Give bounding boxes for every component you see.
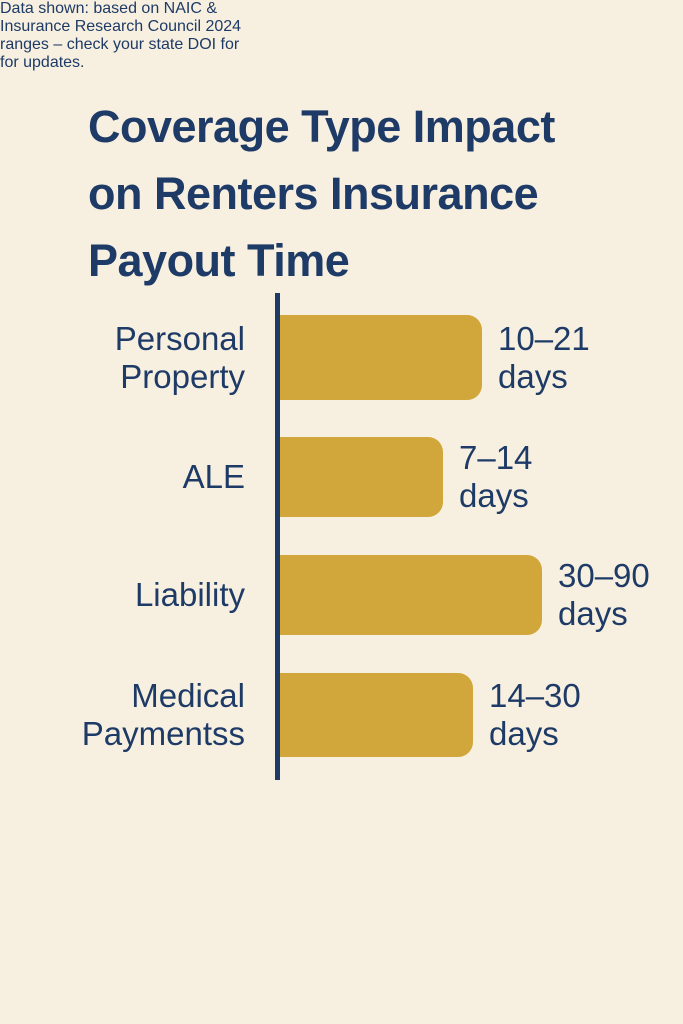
chart-row-ale: ALE 7–14 days (0, 437, 683, 517)
horizontal-bar-chart: Personal Property 10–21 days ALE 7–14 da… (0, 293, 683, 780)
bar-ale (280, 437, 443, 517)
value-label-ale: 7–14 days (459, 439, 533, 514)
chart-row-personal-property: Personal Property 10–21 days (0, 315, 683, 400)
chart-title: Coverage Type Impact on Renters Insuranc… (88, 93, 555, 294)
value-label-medical-payments: 14–30 days (489, 677, 581, 752)
chart-title-line-1: Coverage Type Impact (88, 101, 555, 153)
chart-row-medical-payments: Medical Paymentss 14–30 days (0, 673, 683, 757)
value-label-liability: 30–90 days (558, 557, 650, 632)
chart-row-liability: Liability 30–90 days (0, 555, 683, 635)
chart-title-line-3: Payout Time (88, 235, 350, 287)
chart-title-line-2: on Renters Insurance (88, 168, 539, 220)
category-label-medical-payments: Medical Paymentss (81, 677, 245, 752)
category-label-liability: Liability (134, 576, 245, 613)
y-axis-line (275, 293, 280, 780)
bar-personal-property (280, 315, 482, 400)
category-label-ale: ALE (182, 458, 245, 495)
value-label-personal-property: 10–21 days (498, 319, 590, 395)
bar-medical-payments (280, 673, 473, 757)
category-label-personal-property: Personal Property (114, 319, 245, 395)
bar-liability (280, 555, 542, 635)
